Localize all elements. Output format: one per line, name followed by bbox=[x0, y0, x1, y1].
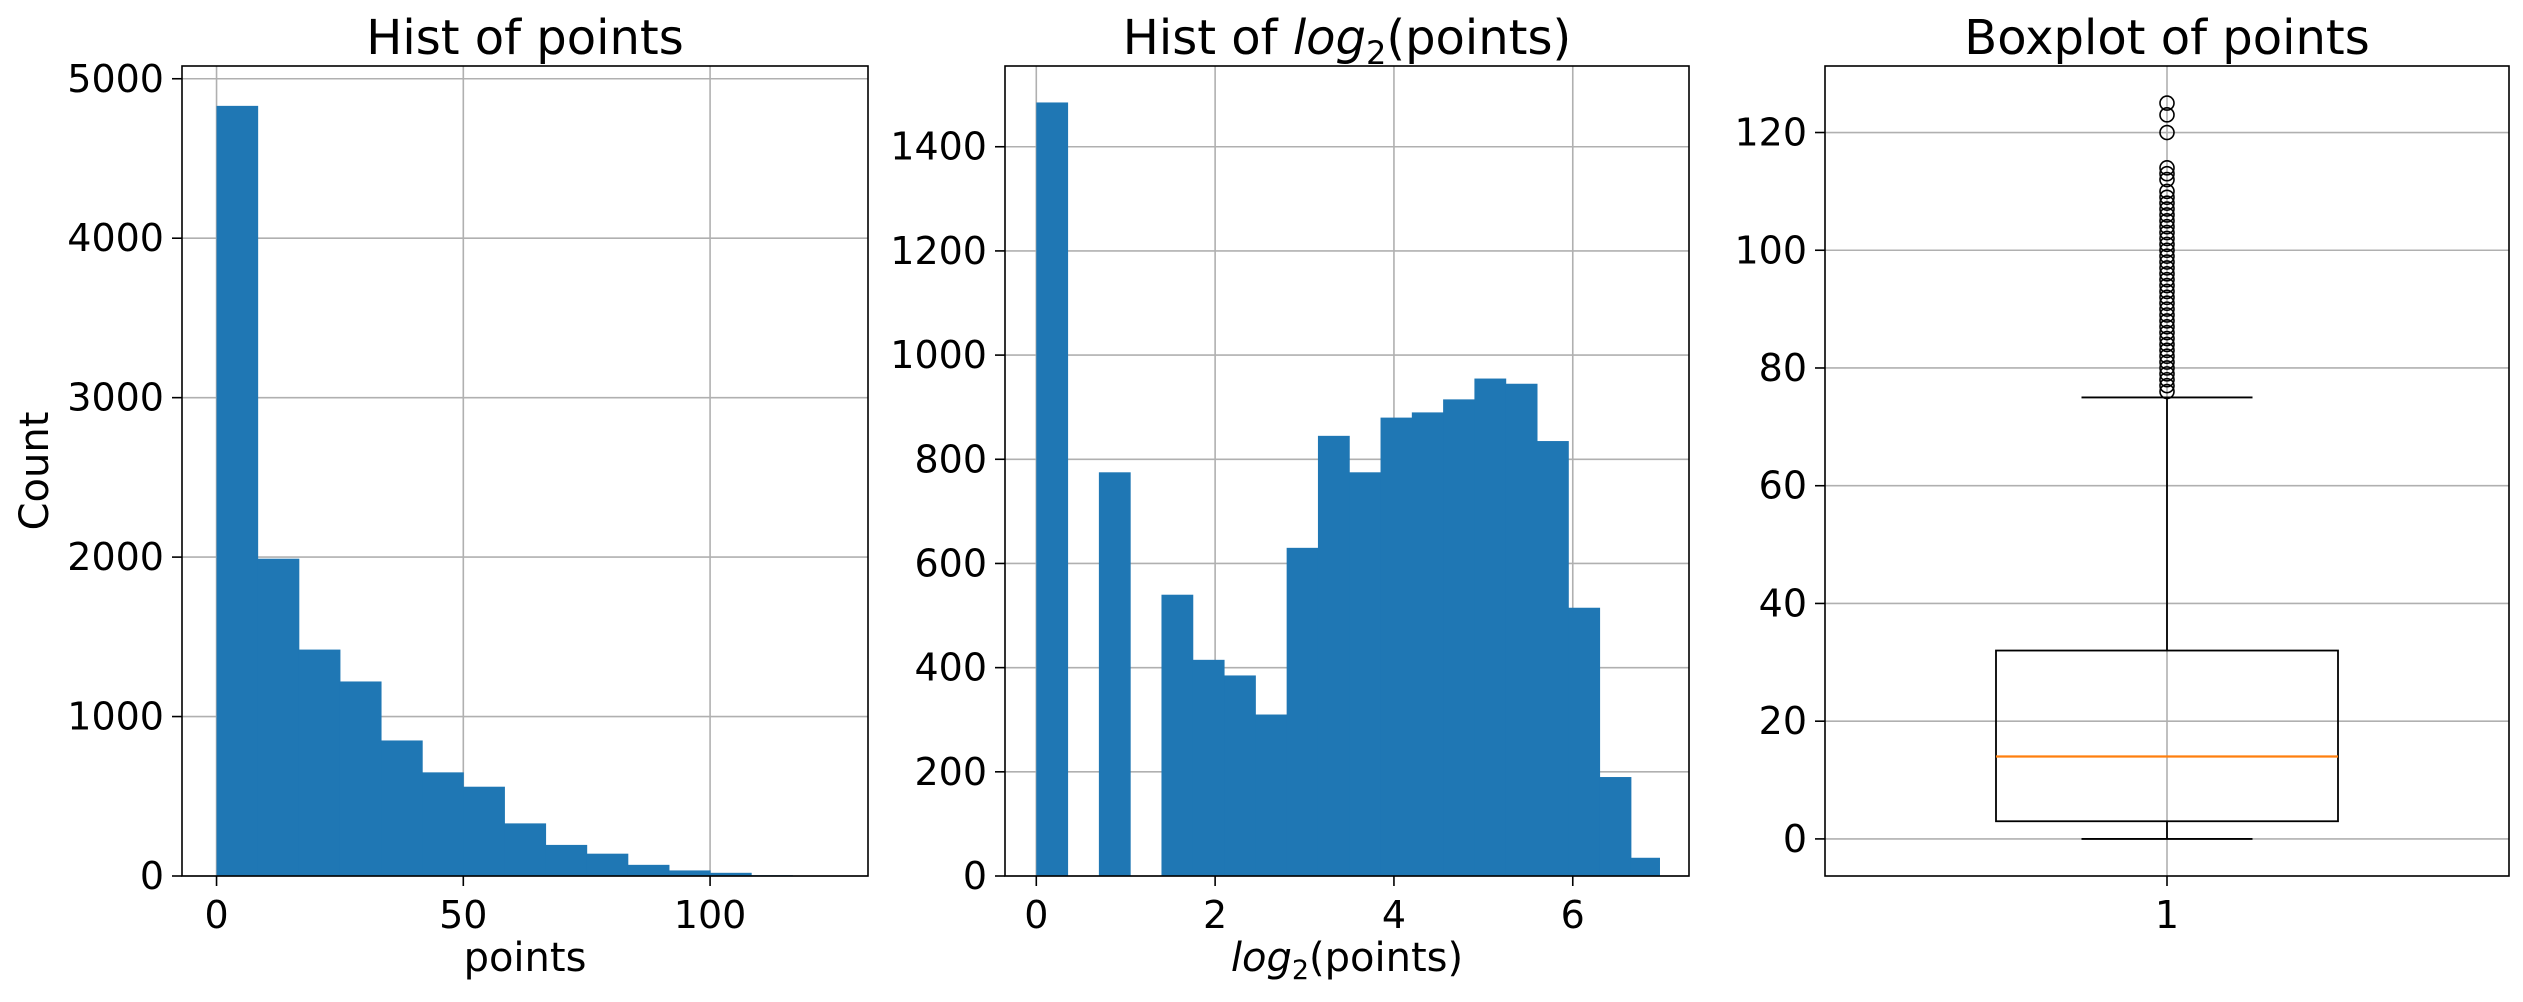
y-tick-label: 2000 bbox=[67, 535, 164, 579]
histogram-bar bbox=[1381, 418, 1413, 876]
histogram-bar bbox=[628, 865, 670, 876]
panel-hist-log2: 0 200 400 600 800 1000 1200 1400 0 2 4 6 Hist of lo… bbox=[890, 10, 1689, 986]
histogram-bar bbox=[1036, 102, 1068, 876]
panel-boxplot-ticks: 0 20 40 60 80 100 120 1 bbox=[1734, 111, 2179, 937]
histogram-bar bbox=[1224, 675, 1256, 876]
panel-hist-log2-bars bbox=[1036, 102, 1660, 876]
panel-hist-points-xlabel: points bbox=[464, 935, 587, 981]
y-tick-label: 400 bbox=[914, 646, 987, 690]
y-tick-label: 0 bbox=[963, 854, 987, 898]
histogram-bar bbox=[217, 106, 259, 876]
histogram-bar bbox=[463, 787, 505, 876]
histogram-bar bbox=[1193, 660, 1225, 876]
x-tick-label: 0 bbox=[1024, 893, 1048, 937]
x-tick-label: 50 bbox=[439, 893, 487, 937]
histogram-bar bbox=[1600, 777, 1632, 876]
x-tick-label: 2 bbox=[1203, 893, 1227, 937]
histogram-bar bbox=[1318, 436, 1350, 876]
y-tick-label: 60 bbox=[1759, 464, 1807, 508]
histogram-bar bbox=[669, 870, 711, 876]
panel-boxplot-title: Boxplot of points bbox=[1964, 10, 2369, 66]
y-tick-label: 5000 bbox=[67, 57, 164, 101]
y-tick-label: 0 bbox=[140, 854, 164, 898]
histogram-bar bbox=[1099, 472, 1131, 876]
y-tick-label: 40 bbox=[1759, 581, 1807, 625]
y-tick-label: 1200 bbox=[890, 229, 987, 273]
histogram-bar bbox=[340, 681, 382, 876]
y-tick-label: 0 bbox=[1783, 817, 1807, 861]
histogram-bar bbox=[1255, 715, 1287, 876]
histogram-bar bbox=[381, 740, 423, 876]
x-tick-label: 0 bbox=[204, 893, 228, 937]
histogram-bar bbox=[1161, 595, 1193, 876]
y-tick-label: 1400 bbox=[890, 125, 987, 169]
histogram-bar bbox=[1568, 608, 1600, 876]
panel-hist-points: 0 1000 2000 3000 4000 5000 0 50 100 Hist of poin… bbox=[12, 10, 868, 981]
histogram-bar bbox=[1287, 548, 1319, 876]
histogram-bar bbox=[1631, 858, 1660, 876]
y-tick-label: 1000 bbox=[890, 333, 987, 377]
x-tick-label: 1 bbox=[2155, 893, 2179, 937]
histogram-bar bbox=[299, 650, 341, 876]
histogram-bar bbox=[1443, 399, 1475, 876]
y-tick-label: 3000 bbox=[67, 376, 164, 420]
y-tick-label: 20 bbox=[1759, 699, 1807, 743]
y-tick-label: 800 bbox=[914, 437, 987, 481]
y-tick-label: 120 bbox=[1734, 111, 1807, 155]
histogram-bar bbox=[546, 845, 588, 876]
histogram-bar bbox=[1537, 441, 1569, 876]
y-tick-label: 600 bbox=[914, 541, 987, 585]
histogram-bar bbox=[258, 559, 300, 876]
y-tick-label: 200 bbox=[914, 750, 987, 794]
panel-hist-points-bars bbox=[217, 106, 834, 876]
x-tick-label: 6 bbox=[1561, 893, 1585, 937]
panel-hist-points-ylabel: Count bbox=[12, 412, 58, 531]
panel-boxplot: 0 20 40 60 80 100 120 1 Boxplot of points bbox=[1734, 10, 2509, 937]
x-tick-label: 100 bbox=[674, 893, 747, 937]
panel-hist-log2-title: Hist of log2(points) bbox=[1123, 10, 1571, 72]
panel-hist-points-title: Hist of points bbox=[366, 10, 683, 66]
y-tick-label: 100 bbox=[1734, 228, 1807, 272]
y-tick-label: 80 bbox=[1759, 346, 1807, 390]
histogram-bar bbox=[1506, 384, 1538, 876]
y-tick-label: 1000 bbox=[67, 695, 164, 739]
histogram-bar bbox=[504, 823, 546, 876]
panel-hist-log2-xlabel: log2(points) bbox=[1231, 935, 1463, 986]
histogram-bar bbox=[422, 772, 464, 876]
x-tick-label: 4 bbox=[1382, 893, 1406, 937]
histogram-bar bbox=[587, 854, 629, 876]
histogram-bar bbox=[1474, 379, 1506, 876]
histogram-bar bbox=[1349, 472, 1381, 876]
y-tick-label: 4000 bbox=[67, 216, 164, 260]
histogram-bar bbox=[1412, 412, 1444, 876]
